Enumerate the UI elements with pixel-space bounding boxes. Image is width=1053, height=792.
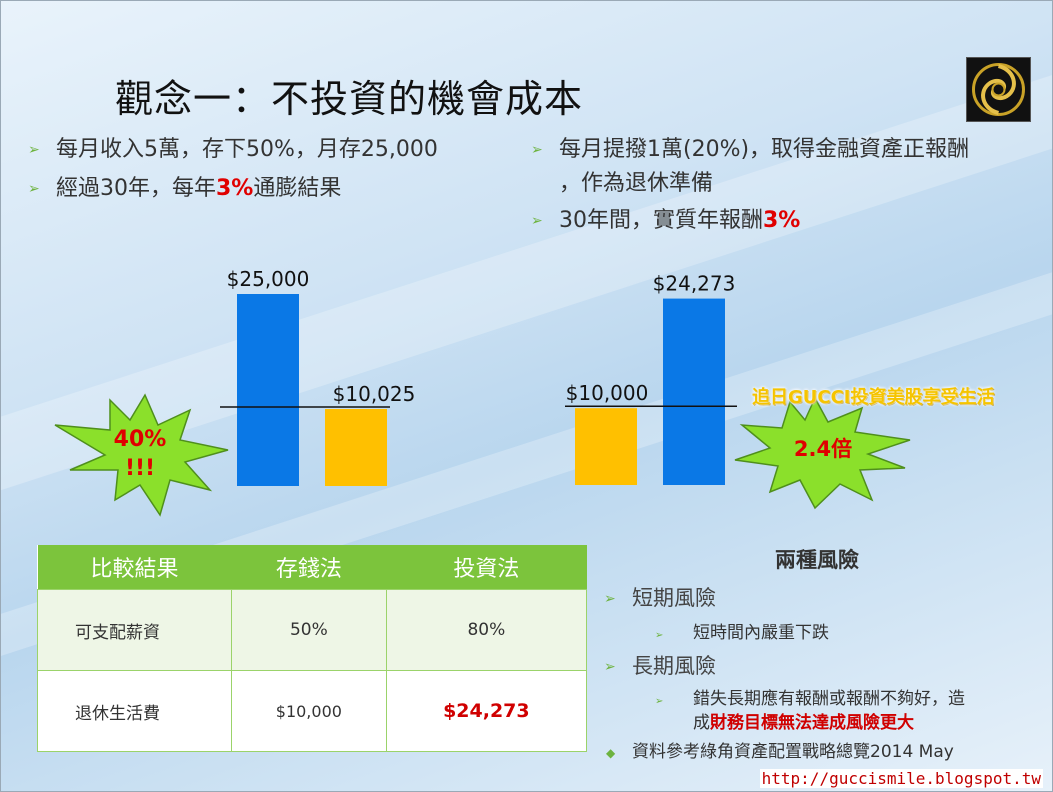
table-header-cell: 比較結果 [37, 545, 232, 590]
arrow-bullet-icon: ➢ [531, 213, 543, 229]
table-cell: $24,273 [385, 670, 588, 752]
bullet-text: 每月提撥1萬(20%)，取得金融資產正報酬 [559, 137, 970, 162]
logo [966, 57, 1031, 122]
table-header-cell: 投資法 [386, 545, 587, 590]
bar-投資法 [575, 408, 637, 485]
comparison-table: 比較結果 存錢法 投資法 可支配薪資 50% 80% 退休生活費 $10,000… [37, 545, 588, 752]
bar-charts: $25,000 $10,025 $10,000 $24,273 40% !!! 2.… [54, 267, 911, 517]
burst-left-text-1: 40% [114, 427, 167, 452]
table-cell: 可支配薪資 [37, 589, 232, 671]
small-arrow-icon: ➢ [655, 630, 664, 641]
bullet-text: 經過30年，每年 [56, 176, 216, 201]
slide-title: 觀念一：不投資的機會成本 [115, 77, 584, 121]
burst-right [734, 396, 911, 510]
table-row: 退休生活費 $10,000 $24,273 [37, 670, 588, 752]
bar-30年後 [663, 298, 725, 485]
small-arrow-icon: ➢ [655, 696, 664, 707]
table-row: 可支配薪資 50% 80% [37, 589, 588, 671]
right-bullet-1: ➢ 每月提撥1萬(20%)，取得金融資產正報酬 [531, 131, 969, 163]
footer-url: http://guccismile.blogspot.tw [759, 769, 1043, 788]
burst-left-text-2: !!! [125, 456, 155, 481]
table-cell: 50% [231, 589, 387, 671]
bar-30年後 [325, 409, 387, 486]
burst-right-text: 2.4倍 [794, 437, 852, 461]
risk-long: ➢ 長期風險 [604, 650, 716, 680]
source-text: 資料參考綠角資產配置戰略總覽2014 May [632, 742, 954, 762]
left-bullet-2: ➢ 經過30年，每年3%通膨結果 [28, 170, 341, 202]
bullet-highlight: 3% [216, 176, 254, 201]
arrow-bullet-icon: ➢ [604, 659, 616, 675]
risk-short-sub-text: 短時間內嚴重下跌 [693, 623, 829, 643]
bullet-text-post: 通膨結果 [253, 176, 342, 201]
arrow-bullet-icon: ➢ [28, 142, 40, 158]
diamond-bullet-icon: ◆ [606, 746, 616, 760]
callout-text: 追日GUCCI投資美股享受生活 [752, 387, 995, 408]
bullet-text: ，作為退休準備 [559, 171, 714, 196]
table-cell: $10,000 [231, 670, 387, 752]
risk-short: ➢ 短期風險 [604, 582, 716, 612]
bar-data-label: $10,025 [333, 382, 416, 406]
bar-存錢法 [237, 294, 299, 486]
bullet-text: 每月收入5萬，存下50%，月存25,000 [56, 137, 438, 162]
risk-long-sub-text: 錯失長期應有報酬或報酬不夠好，造 [693, 689, 965, 709]
risk-long-label: 長期風險 [632, 654, 716, 678]
bullet-text: 30年間，實質年報酬 [559, 208, 763, 233]
left-bullet-1: ➢ 每月收入5萬，存下50%，月存25,000 [28, 131, 438, 163]
bar-data-label: $10,000 [566, 381, 649, 405]
bullet-highlight: 3% [763, 208, 801, 233]
risk-long-highlight: 財務目標無法達成風險更大 [710, 713, 914, 733]
right-bullet-1-cont: ，作為退休準備 [559, 165, 713, 197]
source-note: ◆ 資料參考綠角資產配置戰略總覽2014 May [606, 737, 954, 762]
risk-long-sub-text-2: 成 [693, 713, 710, 733]
bar-data-label: $24,273 [653, 272, 736, 296]
risk-long-sub-1: ➢ 錯失長期應有報酬或報酬不夠好，造 [655, 684, 965, 709]
arrow-bullet-icon: ➢ [531, 142, 543, 158]
arrow-bullet-icon: ➢ [604, 591, 616, 607]
table-cell: 退休生活費 [37, 670, 232, 752]
risk-short-sub: ➢ 短時間內嚴重下跌 [655, 618, 829, 643]
bar-data-label: $25,000 [227, 267, 310, 291]
risk-short-label: 短期風險 [632, 586, 716, 610]
swirl-logo-icon [972, 63, 1025, 116]
risks-title: 兩種風險 [775, 548, 859, 572]
burst-left [54, 393, 229, 517]
table-header-cell: 存錢法 [231, 545, 387, 590]
right-bullet-2: ➢ 30年間，實質年報酬3% [531, 202, 800, 234]
table-cell: 80% [385, 589, 588, 671]
risk-long-sub-2: 成財務目標無法達成風險更大 [693, 708, 914, 733]
arrow-bullet-icon: ➢ [28, 181, 40, 197]
